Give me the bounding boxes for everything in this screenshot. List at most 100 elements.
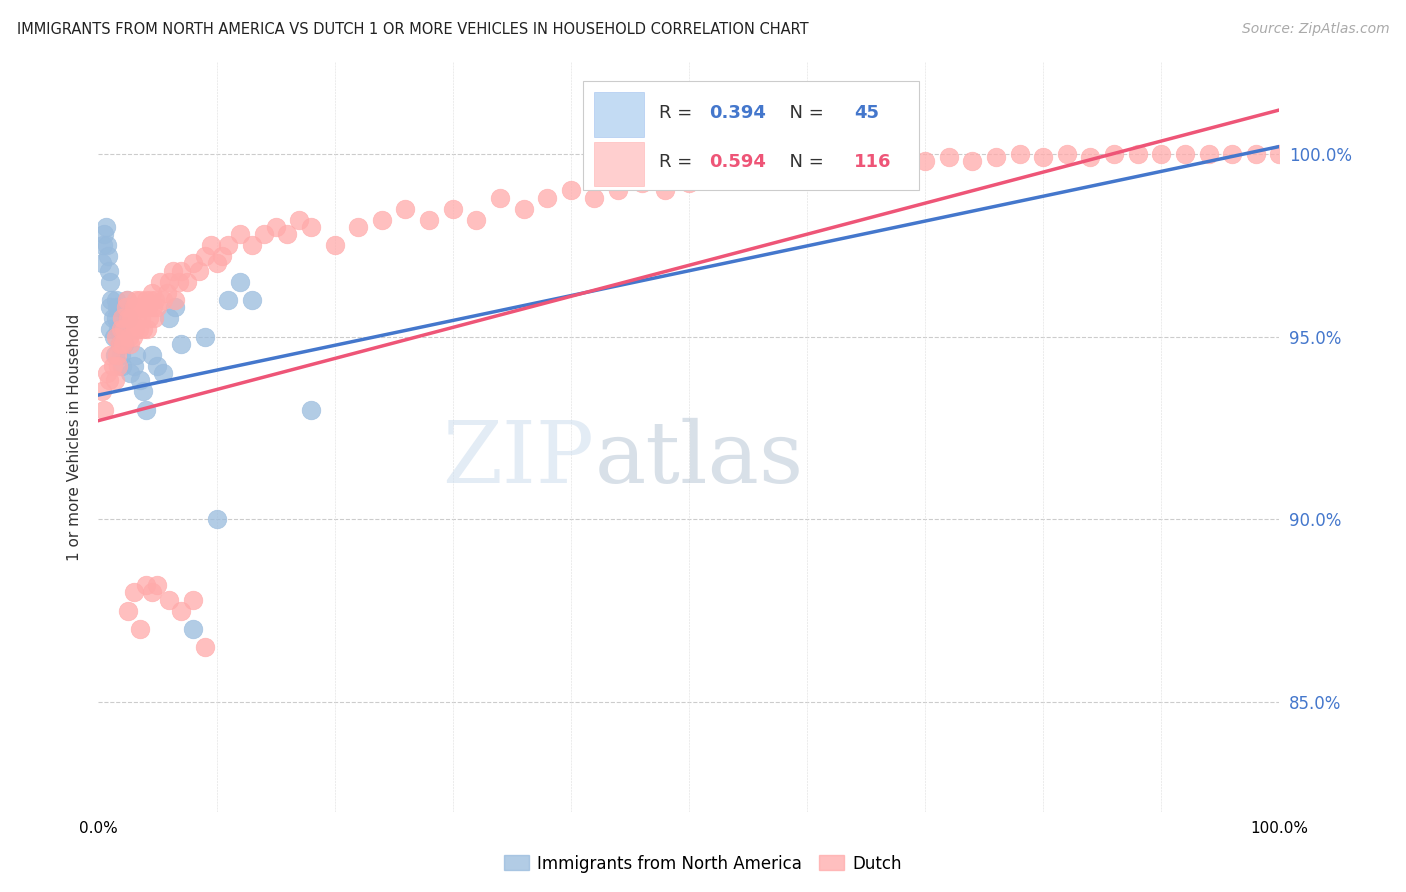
Point [117, 311, 139, 326]
Point [678, 176, 700, 190]
Point [156, 285, 179, 300]
Point [107, 322, 129, 336]
Point [141, 585, 163, 599]
Point [97, 249, 120, 263]
Point [536, 191, 558, 205]
Point [1126, 146, 1149, 161]
Point [125, 293, 148, 307]
Point [465, 212, 488, 227]
Point [110, 348, 132, 362]
Point [890, 158, 912, 172]
Point [112, 322, 135, 336]
Point [111, 359, 134, 373]
Point [138, 311, 160, 326]
Point [200, 238, 222, 252]
Text: Source: ZipAtlas.com: Source: ZipAtlas.com [1241, 22, 1389, 37]
Point [128, 293, 150, 307]
Point [240, 293, 263, 307]
Point [101, 311, 124, 326]
Point [104, 373, 127, 387]
Point [165, 301, 187, 315]
Point [132, 322, 155, 336]
Point [120, 337, 142, 351]
Point [96, 366, 118, 380]
Point [139, 293, 162, 307]
FancyBboxPatch shape [595, 142, 644, 186]
Point [288, 212, 311, 227]
Point [299, 402, 322, 417]
Point [152, 293, 174, 307]
Point [91, 384, 114, 399]
Point [118, 329, 141, 343]
Point [217, 238, 239, 252]
Point [128, 373, 150, 387]
Point [181, 622, 204, 636]
Point [129, 311, 152, 326]
Point [101, 359, 124, 373]
Point [124, 322, 146, 336]
Point [110, 322, 132, 336]
Point [105, 348, 128, 362]
Point [176, 275, 198, 289]
Point [111, 329, 134, 343]
Point [103, 329, 125, 343]
Point [1174, 146, 1197, 161]
Point [1056, 146, 1078, 161]
Point [253, 227, 276, 242]
Point [962, 154, 984, 169]
Point [1198, 146, 1220, 161]
Text: IMMIGRANTS FROM NORTH AMERICA VS DUTCH 1 OR MORE VEHICLES IN HOUSEHOLD CORRELATI: IMMIGRANTS FROM NORTH AMERICA VS DUTCH 1… [17, 22, 808, 37]
Point [98, 275, 121, 289]
Point [104, 348, 127, 362]
Point [170, 264, 193, 278]
Point [105, 311, 128, 326]
Point [205, 512, 228, 526]
Point [98, 301, 121, 315]
Point [96, 238, 118, 252]
Point [111, 311, 134, 326]
Point [347, 219, 370, 234]
Point [98, 348, 121, 362]
Point [134, 301, 156, 315]
Point [107, 359, 129, 373]
Point [93, 402, 115, 417]
Point [115, 293, 138, 307]
Point [583, 191, 606, 205]
Point [737, 146, 759, 161]
Point [1102, 146, 1125, 161]
Point [149, 275, 172, 289]
Point [146, 359, 169, 373]
Point [115, 293, 138, 307]
Point [229, 227, 252, 242]
Point [141, 285, 163, 300]
Point [938, 151, 960, 165]
Point [122, 585, 145, 599]
Point [143, 293, 166, 307]
Y-axis label: 1 or more Vehicles in Household: 1 or more Vehicles in Household [66, 313, 82, 561]
Point [240, 238, 263, 252]
Point [984, 151, 1007, 165]
Point [135, 322, 157, 336]
Point [512, 202, 534, 216]
Point [181, 592, 204, 607]
Point [135, 293, 157, 307]
Point [127, 311, 149, 326]
Text: 45: 45 [855, 104, 879, 122]
Point [146, 578, 169, 592]
Point [135, 402, 157, 417]
Point [866, 154, 889, 169]
Text: atlas: atlas [595, 418, 804, 501]
Point [142, 301, 165, 315]
Point [418, 212, 440, 227]
Point [607, 183, 630, 197]
Point [108, 337, 131, 351]
Point [100, 293, 122, 307]
Point [94, 219, 117, 234]
Point [1032, 151, 1054, 165]
Point [323, 238, 346, 252]
Point [112, 337, 135, 351]
Point [167, 275, 190, 289]
Point [211, 249, 233, 263]
Point [162, 264, 184, 278]
Point [1244, 146, 1267, 161]
